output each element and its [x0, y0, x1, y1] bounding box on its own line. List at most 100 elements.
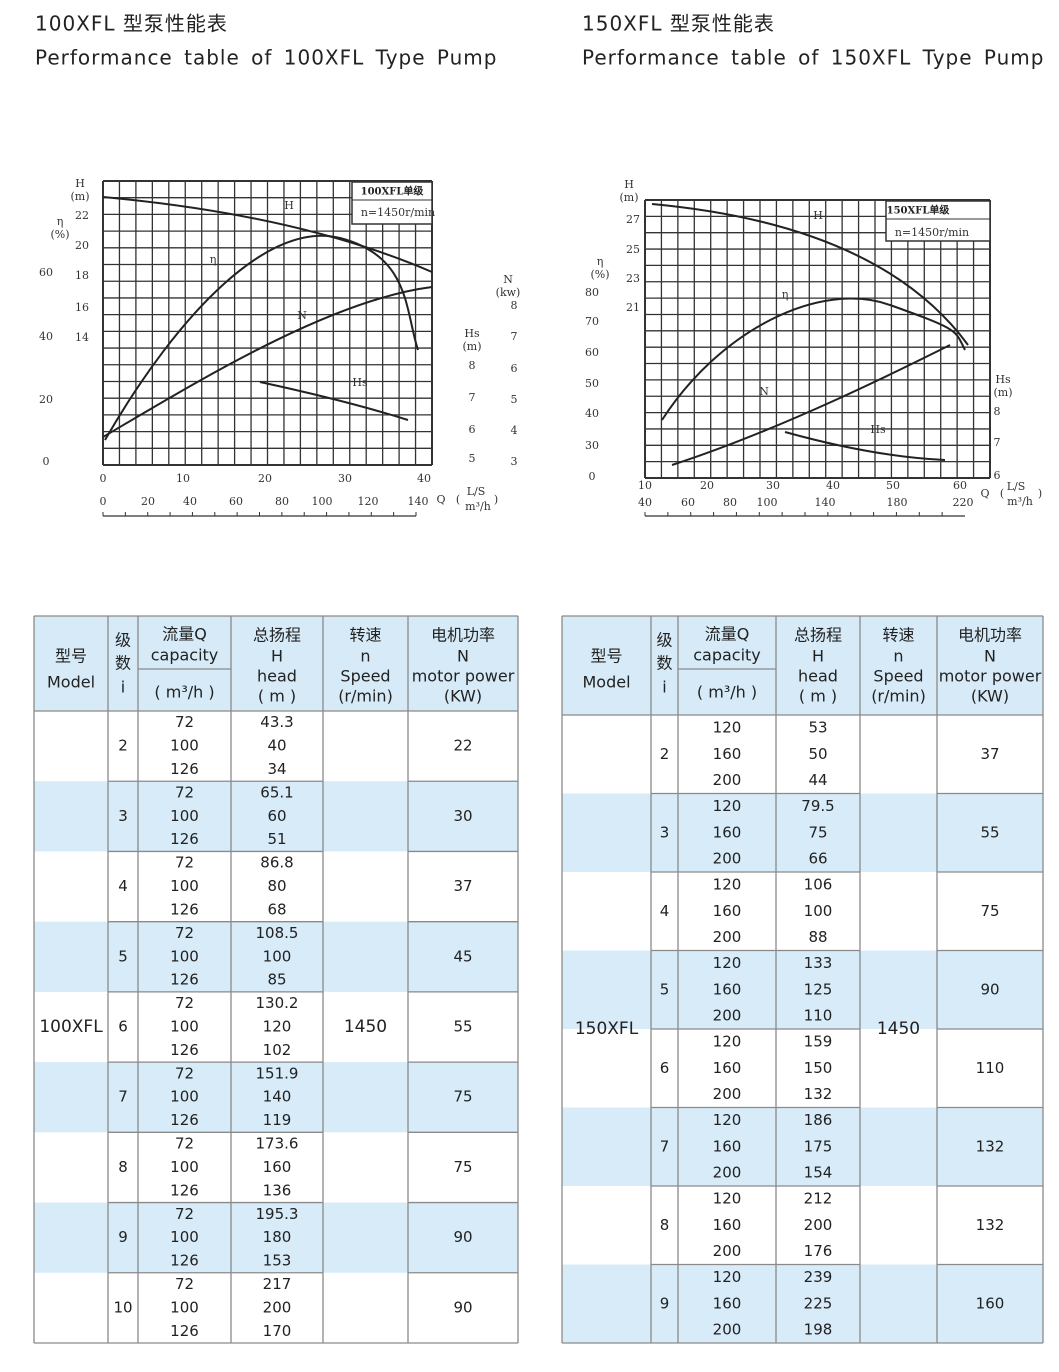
capacity-cell: 120	[713, 719, 742, 737]
power-cell: 55	[980, 823, 999, 841]
capacity-cell: 126	[170, 1041, 199, 1059]
tick-label: 60	[681, 496, 695, 509]
stage-cell: 2	[660, 745, 670, 763]
tick-label: 0	[100, 472, 107, 485]
head-cell: 217	[263, 1275, 292, 1293]
stage-cell: 5	[660, 980, 670, 998]
column-header: capacity	[693, 646, 761, 665]
capacity-cell: 100	[170, 877, 199, 895]
column-header: N	[984, 647, 996, 666]
column-header: ( m³/h )	[154, 683, 214, 702]
stage-cell: 6	[118, 1018, 128, 1036]
capacity-cell: 100	[170, 1298, 199, 1316]
stage-cell: 9	[660, 1294, 670, 1312]
capacity-cell: 72	[175, 1064, 194, 1082]
tick-label: 20	[75, 239, 89, 252]
column-header: Speed	[873, 667, 923, 686]
column-header: motor power	[939, 667, 1042, 686]
capacity-cell: 160	[713, 745, 742, 763]
capacity-cell: 100	[170, 1228, 199, 1246]
column-header: (r/min)	[338, 687, 393, 706]
head-cell: 136	[263, 1181, 292, 1199]
capacity-cell: 72	[175, 854, 194, 872]
column-header: Model	[582, 673, 630, 692]
axis-label: (m)	[619, 191, 638, 204]
tick-label: 7	[469, 391, 476, 404]
tick-label: 20	[700, 479, 714, 492]
capacity-cell: 160	[713, 1137, 742, 1155]
axis-label: η	[57, 215, 64, 228]
model-cell: 100XFL	[39, 1017, 103, 1037]
column-header: 流量Q	[705, 625, 750, 644]
axis-label: (%)	[590, 268, 609, 281]
capacity-cell: 120	[713, 1190, 742, 1208]
column-header: n	[893, 647, 903, 666]
capacity-cell: 100	[170, 737, 199, 755]
column-header: ( m )	[258, 687, 296, 706]
capacity-cell: 72	[175, 713, 194, 731]
capacity-cell: 100	[170, 1088, 199, 1106]
tick-label: 14	[75, 331, 89, 344]
capacity-cell: 160	[713, 1294, 742, 1312]
tick-label: 25	[626, 243, 640, 256]
tick-label: 5	[511, 393, 518, 406]
column-header: N	[457, 647, 469, 666]
capacity-cell: 72	[175, 783, 194, 801]
capacity-cell: 126	[170, 760, 199, 778]
tick-label: 80	[723, 496, 737, 509]
axis-label: (m)	[993, 386, 1012, 399]
capacity-cell: 200	[713, 849, 742, 867]
curve-label: η	[782, 288, 789, 301]
column-header: 级	[115, 631, 131, 650]
capacity-cell: 72	[175, 1135, 194, 1153]
column-header: 总扬程	[253, 626, 301, 645]
tick-label: 100	[312, 495, 333, 508]
capacity-cell: 160	[713, 1059, 742, 1077]
tick-label: 8	[511, 299, 518, 312]
head-cell: 125	[804, 980, 833, 998]
head-cell: 80	[267, 877, 286, 895]
stage-cell: 6	[660, 1059, 670, 1077]
tick-label: 120	[358, 495, 379, 508]
curve-label: N	[297, 309, 307, 322]
column-header: (KW)	[444, 687, 482, 706]
head-cell: 175	[804, 1137, 833, 1155]
curve-label: H	[284, 199, 294, 212]
axis-label: H	[75, 177, 85, 190]
tick-label: 40	[638, 496, 652, 509]
tick-label: 40	[417, 472, 431, 485]
power-cell: 75	[453, 1088, 472, 1106]
head-cell: 180	[263, 1228, 292, 1246]
column-header: 型号	[55, 647, 87, 666]
column-header: 级	[656, 631, 672, 650]
head-cell: 44	[808, 771, 827, 789]
capacity-cell: 120	[713, 876, 742, 894]
tick-label: 6	[994, 469, 1001, 482]
curve-n	[102, 286, 433, 438]
speed-cell: 1450	[344, 1017, 387, 1037]
tick-label: 40	[39, 330, 53, 343]
axis-label: Hs	[995, 373, 1011, 386]
column-header: 总扬程	[794, 626, 842, 645]
tick-label: 6	[511, 362, 518, 375]
stage-cell: 7	[660, 1137, 670, 1155]
capacity-cell: 200	[713, 1242, 742, 1260]
stage-cell: 7	[118, 1088, 128, 1106]
capacity-cell: 126	[170, 830, 199, 848]
row-band	[34, 921, 518, 992]
head-cell: 34	[267, 760, 286, 778]
row-band	[562, 793, 1043, 872]
head-cell: 50	[808, 745, 827, 763]
head-cell: 51	[267, 830, 286, 848]
capacity-cell: 200	[713, 1163, 742, 1181]
column-header: head	[257, 667, 297, 686]
speed-cell: 1450	[877, 1019, 920, 1039]
head-cell: 173.6	[256, 1135, 299, 1153]
column-header: H	[271, 647, 283, 666]
axis-label: L/S	[467, 485, 486, 498]
power-cell: 22	[453, 737, 472, 755]
column-header: 转速	[349, 626, 381, 645]
capacity-cell: 120	[713, 797, 742, 815]
